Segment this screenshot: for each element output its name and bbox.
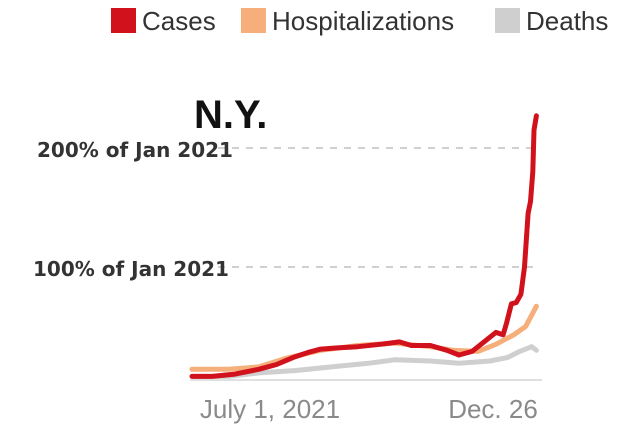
- legend-label-deaths: Deaths: [526, 6, 608, 36]
- ref-label-100: 100% of Jan 2021: [33, 257, 229, 281]
- legend-swatch-deaths: [495, 8, 520, 33]
- series-line-cases: [189, 113, 539, 379]
- reference-lines: 200% of Jan 2021 100% of Jan 2021: [33, 138, 540, 281]
- x-tick-july-1: July 1, 2021: [200, 394, 340, 424]
- legend-swatch-hospitalizations: [241, 8, 266, 33]
- chart-title: N.Y.: [194, 93, 267, 137]
- legend-label-cases: Cases: [142, 6, 216, 36]
- legend-label-hospitalizations: Hospitalizations: [272, 6, 454, 36]
- ref-label-200: 200% of Jan 2021: [37, 138, 233, 162]
- series-layer: [189, 113, 539, 379]
- legend: Cases Hospitalizations Deaths: [111, 6, 608, 36]
- series-line-deaths: [189, 344, 539, 379]
- x-tick-dec-26: Dec. 26: [448, 394, 538, 424]
- legend-swatch-cases: [111, 8, 136, 33]
